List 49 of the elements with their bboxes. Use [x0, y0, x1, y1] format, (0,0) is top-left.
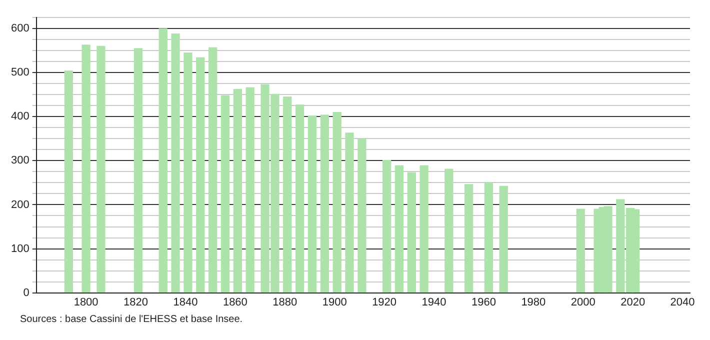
bar	[420, 165, 428, 293]
bar	[407, 172, 416, 293]
bar	[332, 112, 342, 293]
bar	[82, 44, 90, 293]
bar	[576, 208, 585, 293]
bar	[96, 46, 106, 293]
y-tick-label: 600	[10, 22, 30, 35]
bar	[184, 52, 192, 293]
bar	[484, 182, 494, 293]
bar	[233, 89, 242, 293]
x-tick-label: 2020	[620, 296, 646, 308]
x-tick-label: 1840	[173, 296, 198, 308]
bar	[308, 115, 317, 293]
bar	[283, 96, 292, 293]
bar	[464, 184, 474, 293]
x-tick-label: 1880	[272, 296, 298, 308]
bar	[320, 114, 329, 293]
bar	[196, 57, 205, 293]
bar	[394, 165, 404, 293]
bar	[246, 87, 254, 293]
y-tick-label: 100	[10, 242, 30, 255]
bar	[382, 160, 392, 293]
bar	[345, 132, 354, 293]
x-tick-label: 1920	[372, 296, 397, 308]
y-tick-label: 300	[10, 154, 30, 167]
y-tick-label: 200	[10, 198, 30, 211]
y-tick-label: 0	[23, 286, 30, 299]
x-tick-label: 1800	[74, 296, 98, 308]
x-tick-label: 1940	[422, 296, 446, 308]
bar	[220, 95, 230, 293]
bar	[295, 104, 304, 293]
source-note: Sources : base Cassini de l'EHESS et base Insee.	[20, 314, 244, 325]
x-tick-label: 1900	[322, 296, 347, 308]
x-tick-label: 1860	[222, 296, 248, 308]
x-tick-label: 1960	[471, 296, 496, 308]
bar	[171, 34, 180, 293]
x-tick-label: 2040	[670, 296, 695, 308]
y-tick-label: 500	[10, 66, 30, 79]
bar	[134, 48, 143, 293]
x-tick-label: 1820	[124, 296, 148, 308]
bar	[444, 168, 454, 293]
x-tick-label: 1980	[521, 296, 546, 308]
bar	[358, 138, 366, 293]
x-tick-label: 2000	[570, 296, 596, 308]
bar	[499, 186, 508, 293]
bar	[158, 28, 168, 293]
y-tick-label: 400	[10, 110, 30, 123]
bar	[64, 70, 73, 293]
bar	[208, 47, 218, 293]
